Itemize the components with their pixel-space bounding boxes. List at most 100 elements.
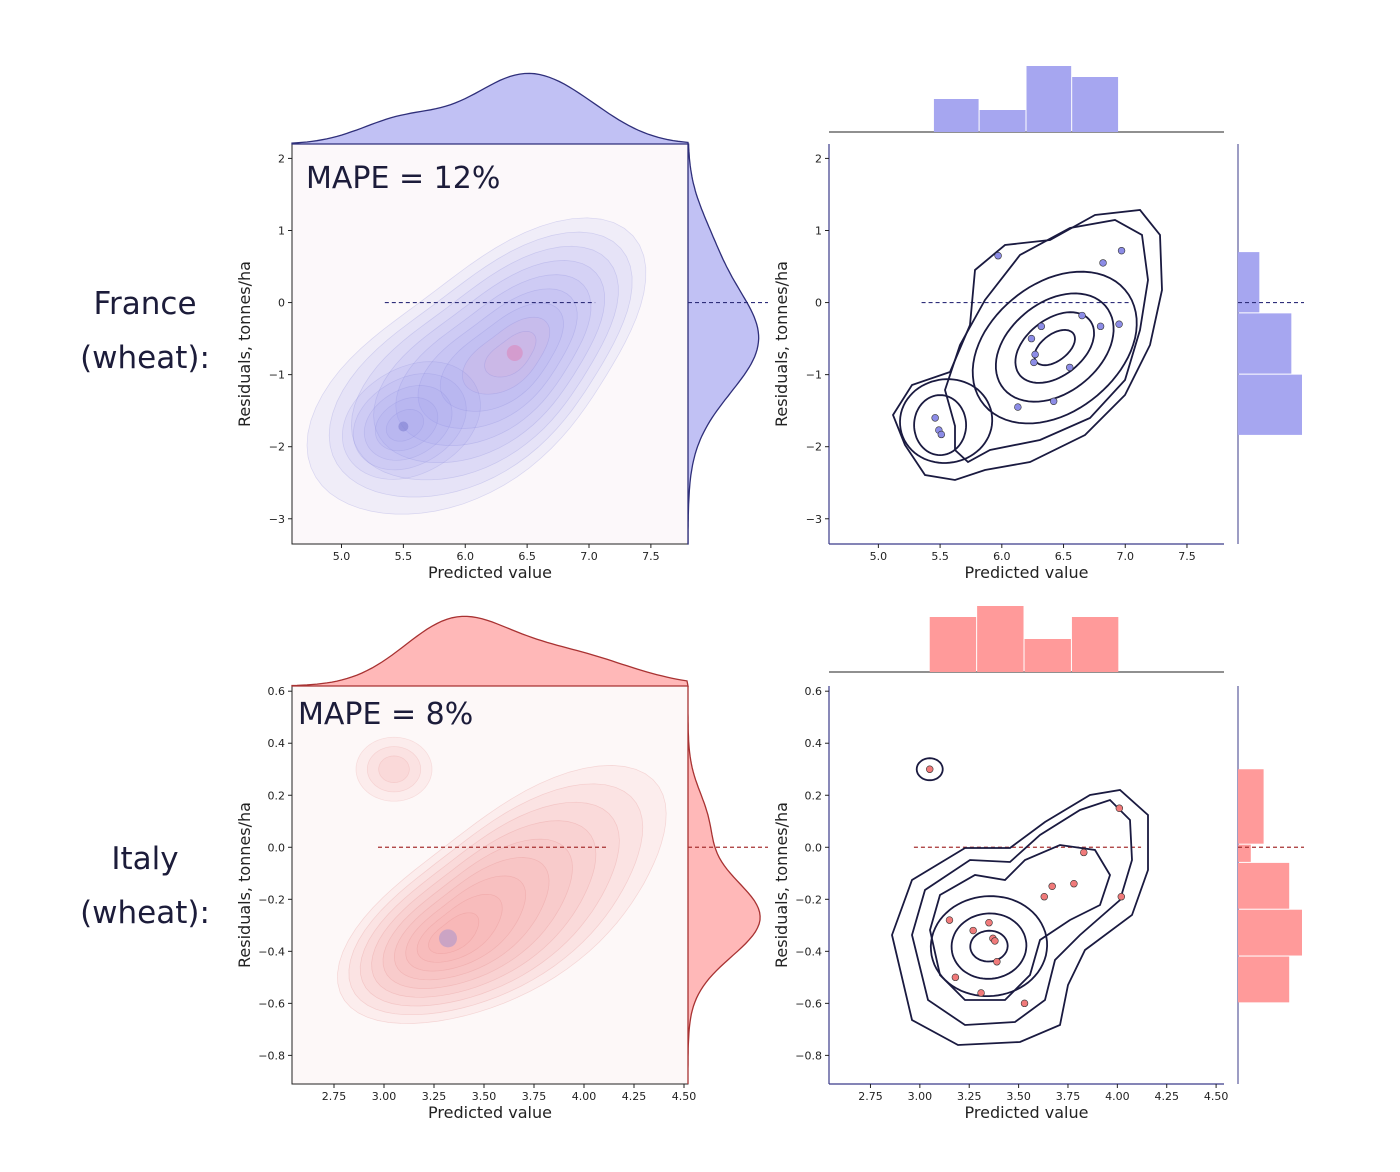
- y-tick-label: 0.0: [268, 841, 286, 854]
- scatter-point: [994, 252, 1002, 260]
- top-hist-bar: [979, 110, 1026, 132]
- scatter-point: [1096, 322, 1105, 331]
- scatter-point: [945, 916, 954, 924]
- density-contour: [969, 929, 1009, 963]
- x-tick-label: 3.25: [957, 1090, 982, 1103]
- x-tick-label: 5.0: [333, 550, 351, 563]
- scatter-point: [1031, 350, 1039, 359]
- density-contour: [385, 409, 424, 442]
- row-label-france-line1: France: [93, 286, 197, 322]
- mape-annotation: MAPE = 12%: [306, 161, 500, 196]
- density-peak: [439, 929, 457, 948]
- y-tick-label: −0.4: [258, 945, 285, 958]
- y-tick-label: 0.2: [268, 789, 286, 802]
- density-contour: [913, 394, 968, 457]
- density-contour: [416, 893, 503, 963]
- x-tick-label: 5.5: [931, 550, 949, 563]
- density-contour: [484, 331, 537, 378]
- density-contour: [462, 316, 551, 395]
- row-label-italy-line2: (wheat):: [80, 895, 210, 931]
- y-tick-label: 0.4: [268, 737, 286, 750]
- density-contour: [348, 783, 644, 1016]
- density-contour: [405, 875, 527, 972]
- y-tick-label: 0.6: [805, 685, 823, 698]
- right-hist-bar: [1238, 374, 1302, 435]
- density-contour: [1033, 328, 1076, 367]
- density-contour: [337, 765, 667, 1024]
- right-hist-bar: [1238, 252, 1260, 313]
- density-contour: [353, 373, 467, 471]
- x-tick-label: 4.25: [622, 1090, 647, 1103]
- density-contour: [371, 820, 597, 998]
- x-tick-label: 6.0: [457, 550, 475, 563]
- y-axis-label: Residuals, tonnes/ha: [235, 802, 254, 968]
- x-axis-label: Predicted value: [965, 1103, 1089, 1122]
- scatter-point: [1066, 363, 1074, 372]
- density-contour: [395, 274, 592, 446]
- top-hist-bar: [929, 617, 977, 672]
- x-tick-label: 4.25: [1154, 1090, 1179, 1103]
- scatter-point: [1040, 893, 1048, 901]
- x-axis-label: Predicted value: [428, 1103, 552, 1122]
- scatter-point: [1115, 804, 1124, 812]
- scatter-point: [1080, 848, 1088, 857]
- row-label-france: France (wheat):: [40, 277, 250, 385]
- density-contour: [363, 385, 453, 461]
- density-contour: [899, 378, 994, 464]
- density-contour: [328, 231, 633, 498]
- x-tick-label: 4.00: [572, 1090, 597, 1103]
- y-tick-label: −1: [806, 369, 822, 382]
- right-hist-bar: [1238, 909, 1302, 956]
- chart-france-kde: 5.0 5.5 6.0 6.5 7.0 7.5 −3 −2 −1 0 1 2 Predicted val…: [235, 72, 768, 582]
- density-contour: [915, 757, 944, 782]
- y-tick-label: 0.0: [805, 841, 823, 854]
- density-contour: [382, 838, 573, 989]
- x-axis-label: Predicted value: [428, 563, 552, 582]
- x-tick-label: 7.0: [580, 550, 598, 563]
- right-marginal-density: [687, 686, 761, 1084]
- y-tick-label: 0.4: [805, 737, 823, 750]
- x-tick-label: 3.75: [1056, 1090, 1081, 1103]
- density-contour: [971, 270, 1138, 425]
- top-hist-bar: [1024, 639, 1071, 672]
- top-marginal-density: [291, 72, 689, 145]
- x-tick-label: 6.0: [993, 550, 1011, 563]
- density-contour: [366, 746, 422, 793]
- chart-italy-scatter: 2.75 3.00 3.25 3.50 3.75 4.00 4.25 4.50 −0.8 −0.6…: [772, 606, 1304, 1122]
- right-hist-bar: [1238, 844, 1251, 862]
- scatter-point: [991, 937, 999, 945]
- y-tick-label: −2: [269, 441, 285, 454]
- density-layers: [337, 736, 667, 1024]
- x-tick-label: 5.0: [870, 550, 888, 563]
- y-tick-label: −0.6: [258, 997, 285, 1010]
- chart-italy-kde: 2.75 3.00 3.25 3.50 3.75 4.00 4.25 4.50 −0.8 −0.6…: [235, 615, 768, 1122]
- density-contour: [428, 912, 480, 954]
- density-contour: [439, 302, 564, 412]
- y-tick-label: 2: [815, 152, 822, 165]
- x-tick-label: 3.00: [372, 1090, 397, 1103]
- y-axis-label: Residuals, tonnes/ha: [772, 261, 791, 427]
- x-tick-label: 3.00: [908, 1090, 933, 1103]
- y-tick-label: −0.8: [795, 1049, 822, 1062]
- x-tick-label: 4.50: [672, 1090, 697, 1103]
- scatter-point: [926, 765, 934, 773]
- scatter-point: [1049, 397, 1058, 405]
- scatter-point: [969, 926, 977, 935]
- density-contour: [1014, 311, 1095, 384]
- top-hist-bar: [1026, 66, 1072, 132]
- scatter-point: [1117, 893, 1126, 901]
- row-label-france-line2: (wheat):: [80, 340, 210, 376]
- density-contour: [911, 798, 1133, 1026]
- scatter-point: [1020, 999, 1029, 1008]
- top-hist-bar: [933, 99, 979, 132]
- density-contour: [306, 217, 647, 515]
- scatter-point: [1115, 320, 1123, 328]
- x-tick-label: 3.50: [1006, 1090, 1031, 1103]
- density-contour: [355, 736, 433, 802]
- density-contour: [929, 895, 1049, 997]
- x-tick-label: 4.50: [1204, 1090, 1229, 1103]
- scatter-point: [1099, 259, 1107, 267]
- top-hist-bar: [1072, 77, 1119, 132]
- density-contour: [891, 209, 1163, 481]
